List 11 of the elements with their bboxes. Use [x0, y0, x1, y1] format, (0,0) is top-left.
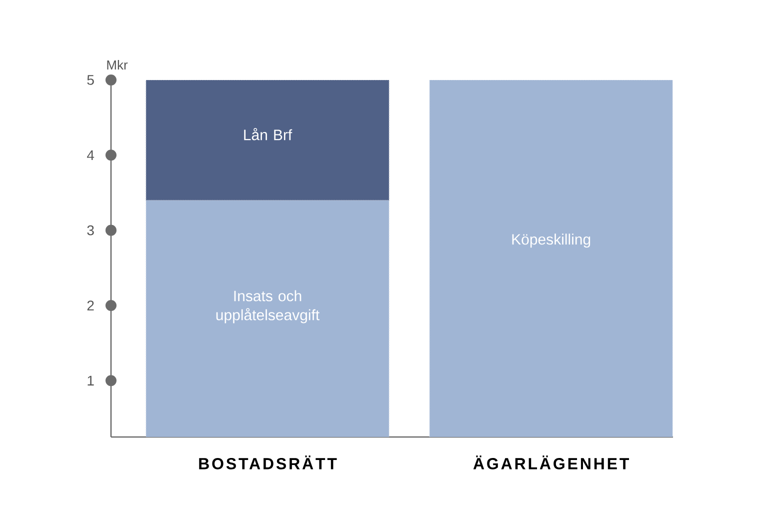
- y-tick-label: 5: [87, 75, 94, 85]
- x-tick-label: BOSTADSRÄTT: [199, 456, 337, 470]
- y-tick-label: 2: [87, 300, 94, 310]
- x-tick-label: ÄGARLÄGENHET: [473, 456, 630, 470]
- series-label: Lån Brf: [244, 128, 292, 140]
- y-tick-label: 1: [88, 376, 94, 386]
- series-label: Insats och upplåtelseavgift: [216, 290, 320, 324]
- y-axis-title: Mkr: [107, 60, 128, 70]
- series-label: Köpeskilling: [512, 234, 590, 248]
- y-tick-label: 3: [87, 225, 94, 236]
- y-tick-label: 4: [87, 150, 94, 160]
